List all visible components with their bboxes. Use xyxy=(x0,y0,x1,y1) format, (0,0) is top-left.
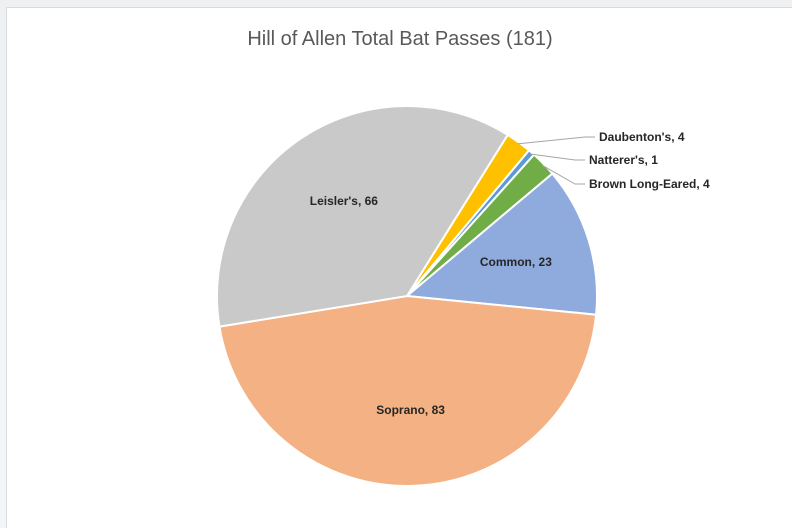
pie-slice-soprano xyxy=(218,294,598,487)
chart-title: Hill of Allen Total Bat Passes (181) xyxy=(247,28,553,50)
pie-labels: Daubenton's, 4 Natterer's, 1 Brown Long-Ea… xyxy=(310,130,710,417)
data-label-soprano: Soprano, 83 xyxy=(376,403,445,417)
data-label-leisler-s: Leisler's, 66 xyxy=(310,194,379,208)
pie-slice-leisler-s xyxy=(216,105,510,328)
pie-slices xyxy=(216,105,598,487)
data-label-daubenton-s: Daubenton's, 4 xyxy=(599,130,685,144)
leader-line-brown-long-eared xyxy=(541,164,585,185)
chart-panel: Hill of Allen Total Bat Passes (181) Dau… xyxy=(6,7,792,528)
leader-line-natterer-s xyxy=(530,153,585,161)
pie-slice-common xyxy=(404,172,598,316)
pie-chart: Daubenton's, 4 Natterer's, 1 Brown Long-Ea… xyxy=(216,105,710,487)
data-label-brown-long-eared: Brown Long-Eared, 4 xyxy=(589,177,710,191)
leader-line-daubenton-s xyxy=(517,136,595,145)
data-label-natterer-s: Natterer's, 1 xyxy=(589,153,658,167)
data-label-common: Common, 23 xyxy=(480,255,552,269)
